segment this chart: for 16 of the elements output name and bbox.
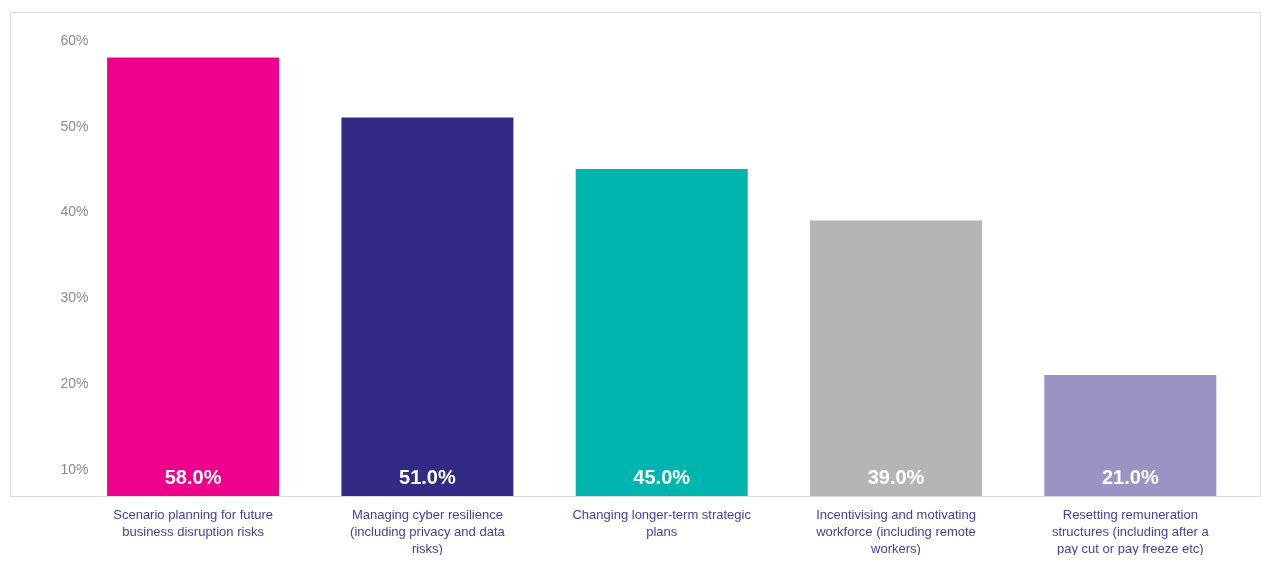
x-tick-label: Scenario planning for future business disruption risks <box>113 506 273 539</box>
x-tick-label: Changing longer-term strategic plans <box>572 506 752 539</box>
y-tick-label: 50% <box>60 117 89 134</box>
y-tick-label: 20% <box>60 375 89 392</box>
y-tick-label: 60% <box>60 31 89 48</box>
x-tick-label: Resetting remuneration structures (including after a pay cut or pay freeze etc) <box>1051 506 1210 556</box>
data-label: 39.0% <box>867 466 925 488</box>
data-label: 45.0% <box>633 466 691 488</box>
y-tick-label: 40% <box>60 203 89 220</box>
x-tick-label: Managing cyber resilience (including privacy and data risks) <box>350 506 506 556</box>
y-tick-label: 10% <box>60 460 89 477</box>
data-label: 21.0% <box>1101 466 1159 488</box>
data-label: 51.0% <box>399 466 456 488</box>
data-label: 58.0% <box>164 466 222 488</box>
y-tick-label: 30% <box>60 289 89 306</box>
x-tick-label: Incentivising and motivating workforce (including remote workers) <box>815 506 976 556</box>
